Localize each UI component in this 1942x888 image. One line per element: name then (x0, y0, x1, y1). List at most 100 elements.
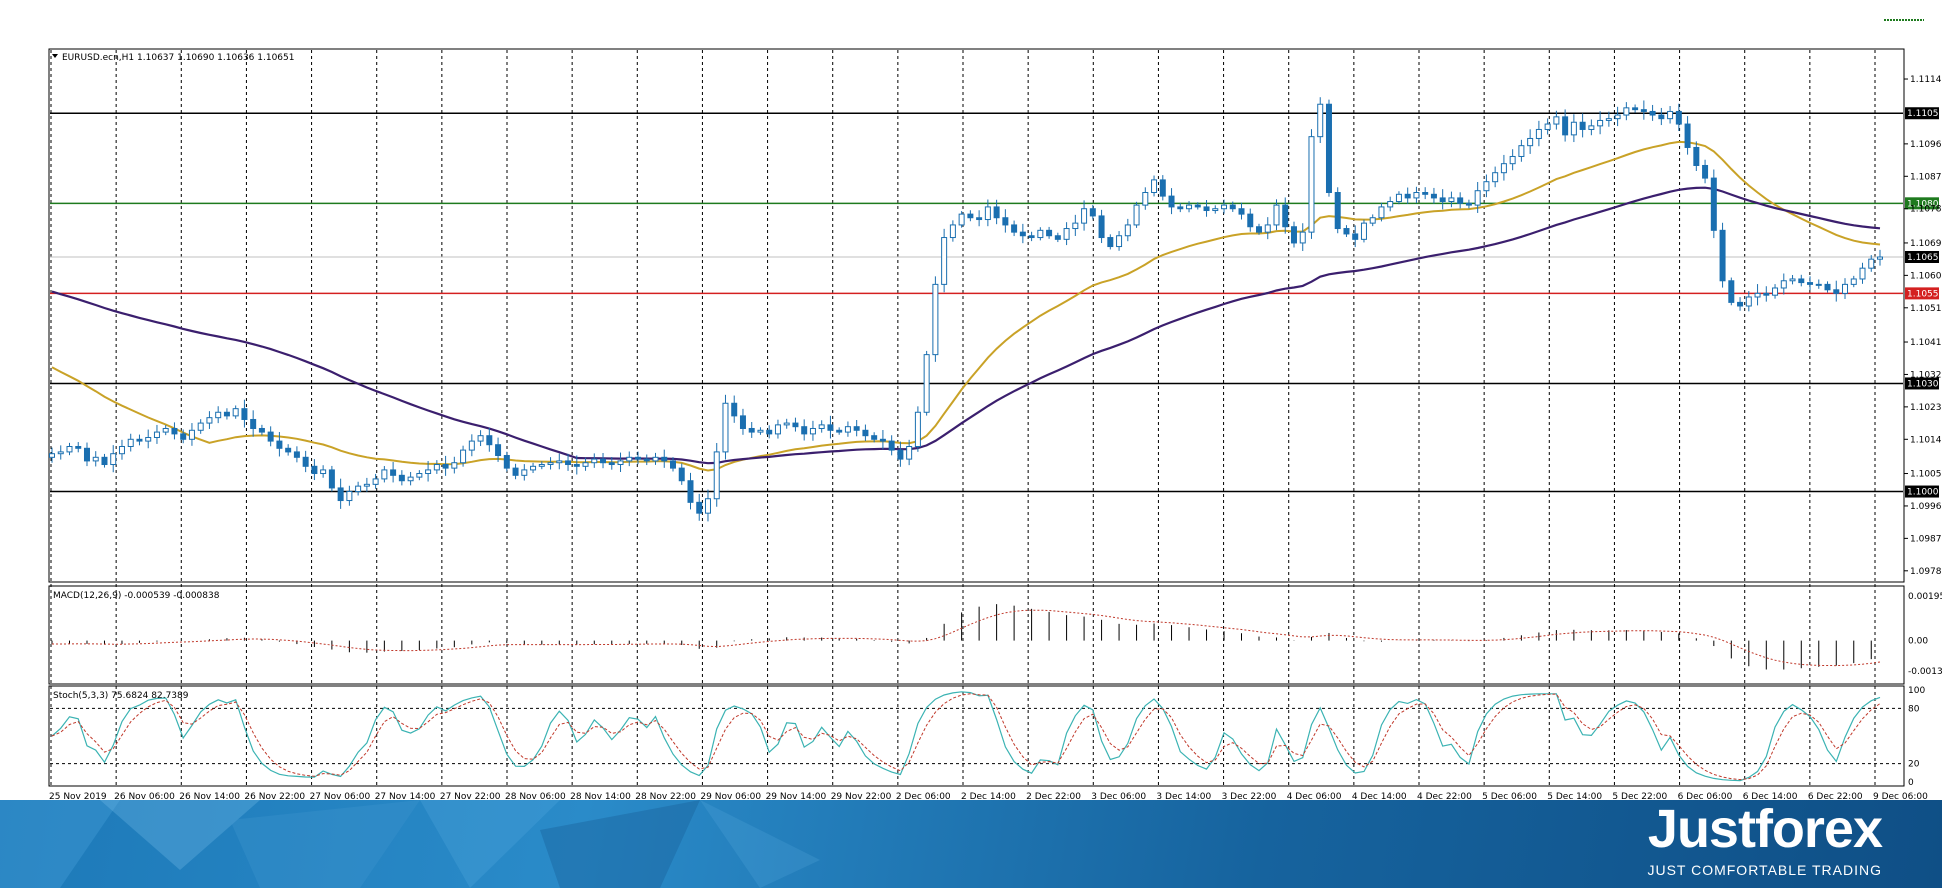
candle-body (1675, 110, 1682, 125)
footer-banner: Justforex JUST COMFORTABLE TRADING (0, 800, 1942, 888)
candle-body (1177, 206, 1184, 210)
candle-body (49, 453, 55, 458)
x-tick-label: 26 Nov 22:00 (244, 792, 305, 800)
brand-logo: Justforex JUST COMFORTABLE TRADING (1647, 800, 1883, 878)
symbol-dropdown-icon[interactable] (52, 54, 58, 58)
candle-body (704, 498, 711, 514)
candle-body (836, 429, 843, 433)
candle-body (188, 429, 195, 440)
candle-body (1693, 146, 1700, 166)
candle-body (1807, 282, 1814, 285)
candle-body (1737, 301, 1744, 307)
candle-body (355, 485, 362, 493)
candle-body (1605, 118, 1612, 121)
y-tick-label: 1.10965 (1910, 140, 1942, 150)
x-tick-label: 6 Dec 14:00 (1743, 792, 1798, 800)
brand-tagline: JUST COMFORTABLE TRADING (1647, 862, 1882, 878)
candle-body (1186, 204, 1193, 210)
x-tick-label: 28 Nov 22:00 (635, 792, 696, 800)
candle-body (1037, 229, 1044, 239)
candle-body (696, 501, 703, 514)
candle-body (328, 469, 335, 489)
candle-body (337, 487, 344, 502)
candle-body (206, 417, 213, 424)
candle-body (1798, 278, 1805, 284)
candle-body (1439, 197, 1446, 203)
y-tick-label: 1.10235 (1910, 403, 1942, 413)
price-tag (1905, 485, 1939, 498)
candle-body (1667, 110, 1674, 120)
candle-body (512, 467, 519, 476)
candle-body (468, 440, 475, 451)
stoch-tick-label: 20 (1908, 760, 1920, 770)
candle-body (223, 411, 230, 417)
candle-body (739, 415, 746, 429)
candle-body (250, 418, 257, 429)
candle-body (1815, 283, 1822, 286)
candle-body (1011, 224, 1018, 233)
candle-body (1430, 193, 1437, 199)
y-tick-label: 1.09870 (1910, 534, 1942, 544)
price-tag-label: 1.11050 (1907, 109, 1942, 119)
price-tag-label: 1.10300 (1907, 379, 1942, 389)
candle-body (153, 431, 160, 438)
candle-body (1649, 110, 1656, 116)
x-tick-label: 9 Dec 06:00 (1873, 792, 1928, 800)
price-tag (1905, 377, 1939, 390)
candle-body (643, 458, 650, 462)
x-tick-label: 26 Nov 06:00 (114, 792, 175, 800)
candle-body (1238, 208, 1245, 215)
candle-body (1046, 229, 1053, 237)
candle-body (83, 447, 90, 462)
candle-body (538, 464, 545, 467)
candle-body (600, 458, 607, 464)
candle-body (853, 426, 860, 431)
candle-body (1142, 192, 1149, 206)
candle-body (1413, 192, 1420, 199)
x-tick-label: 5 Dec 06:00 (1482, 792, 1537, 800)
y-tick-label: 1.10875 (1910, 172, 1942, 182)
candle-body (1833, 289, 1840, 294)
price-chart[interactable]: 1.11145 1.11050 1.10965 1.10875 1.108001.107… (0, 0, 1942, 800)
macd-tick-label: 0.00 (1908, 637, 1928, 647)
ma-slow-line (51, 186, 1881, 465)
candle-body (932, 283, 939, 356)
candle-body (722, 402, 729, 453)
x-tick-label: 28 Nov 06:00 (505, 792, 566, 800)
candle-body (941, 237, 948, 285)
candle-body (180, 433, 187, 440)
stoch-tick-label: 0 (1908, 778, 1914, 788)
footer-decoration (0, 800, 820, 888)
candle-body (801, 426, 808, 435)
candle-body (276, 440, 283, 449)
candle-body (1116, 235, 1123, 248)
candle-body (1623, 107, 1630, 116)
candle-body (827, 424, 834, 431)
x-tick-label: 29 Nov 14:00 (766, 792, 827, 800)
candle-body (731, 402, 738, 417)
candle-body (136, 438, 143, 442)
price-axis: 1.11145 1.11050 1.10965 1.10875 1.108001.107… (1904, 75, 1942, 577)
candle-body (1343, 228, 1350, 235)
candle-body (1632, 107, 1639, 111)
stoch-tick-label: 80 (1908, 704, 1920, 714)
candle-body (1710, 177, 1717, 231)
x-tick-label: 27 Nov 22:00 (440, 792, 501, 800)
candle-body (162, 427, 169, 433)
candle-body (110, 453, 117, 466)
candle-body (1877, 256, 1883, 260)
candle-body (1562, 116, 1569, 136)
y-tick-label: 1.10785 (1910, 205, 1942, 215)
candle-body (477, 435, 484, 442)
candle-body (897, 449, 904, 460)
stoch-panel-frame (48, 685, 1905, 787)
candle-body (241, 408, 248, 420)
candle-body (906, 446, 913, 460)
candle-body (1570, 121, 1577, 136)
candle-body (1535, 128, 1542, 139)
x-tick-label: 2 Dec 22:00 (1026, 792, 1081, 800)
candle-body (425, 469, 432, 475)
candle-body (984, 206, 991, 221)
candle-body (1842, 283, 1849, 294)
candle-body (433, 464, 440, 471)
